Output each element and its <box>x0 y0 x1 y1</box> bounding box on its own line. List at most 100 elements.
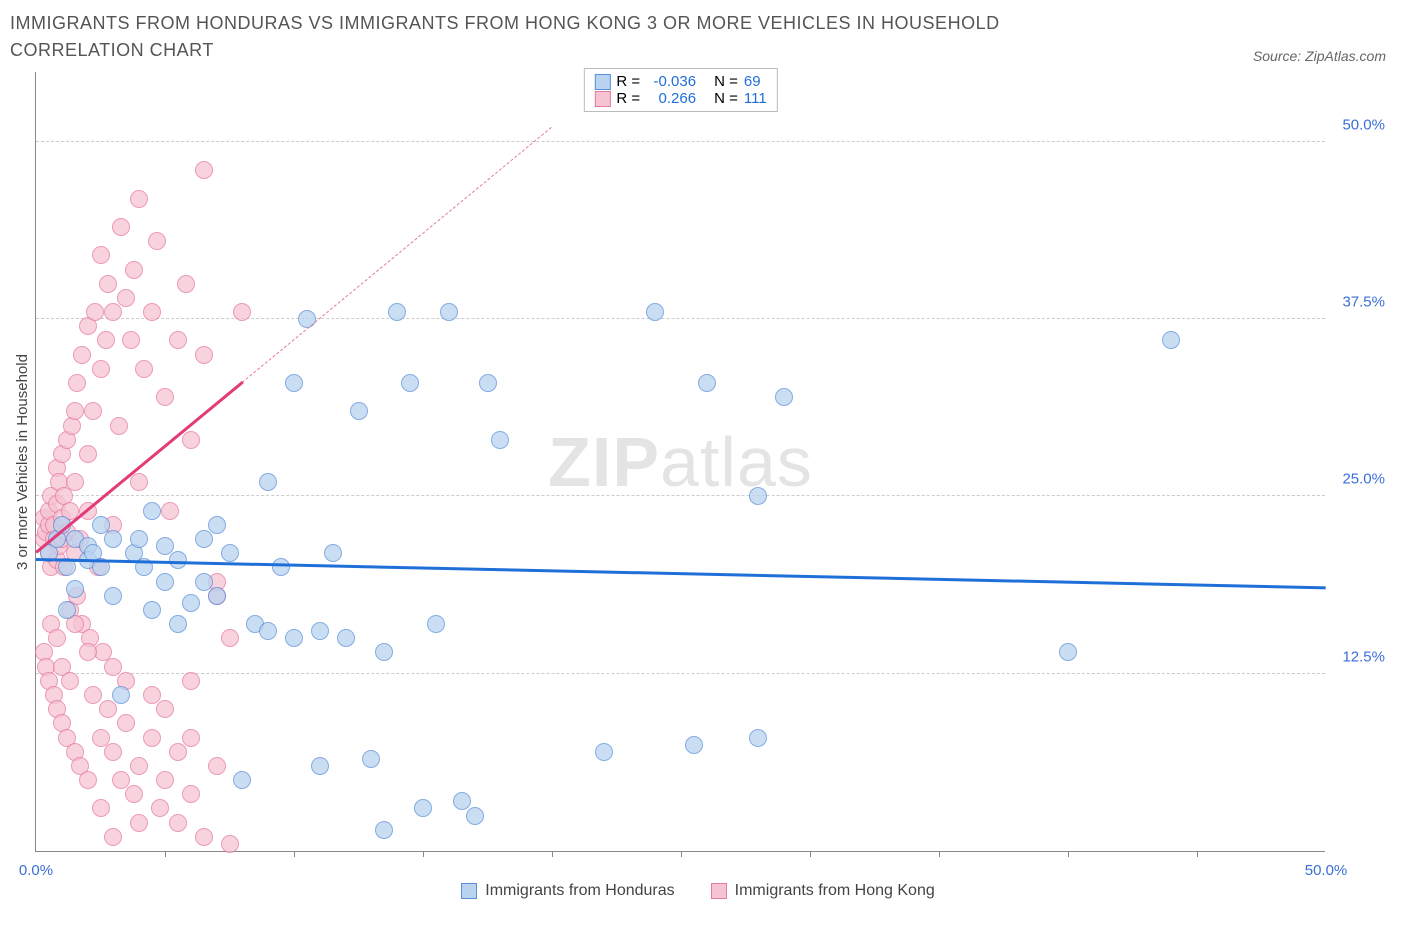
data-point <box>208 587 226 605</box>
data-point <box>104 530 122 548</box>
legend-n-value: 69 <box>744 73 761 90</box>
source-label: Source: ZipAtlas.com <box>1253 48 1386 64</box>
data-point <box>414 799 432 817</box>
y-tick-label: 37.5% <box>1342 294 1385 311</box>
data-point <box>79 771 97 789</box>
data-point <box>117 289 135 307</box>
data-point <box>698 374 716 392</box>
y-tick-label: 50.0% <box>1342 116 1385 133</box>
data-point <box>182 431 200 449</box>
data-point <box>169 814 187 832</box>
data-point <box>99 700 117 718</box>
data-point <box>233 771 251 789</box>
data-point <box>177 275 195 293</box>
data-point <box>595 743 613 761</box>
data-point <box>48 629 66 647</box>
data-point <box>182 729 200 747</box>
x-tick <box>939 851 940 857</box>
data-point <box>362 750 380 768</box>
data-point <box>440 303 458 321</box>
data-point <box>272 558 290 576</box>
x-tick <box>681 851 682 857</box>
chart-header: IMMIGRANTS FROM HONDURAS VS IMMIGRANTS F… <box>10 10 1386 64</box>
data-point <box>259 622 277 640</box>
data-point <box>350 402 368 420</box>
data-point <box>79 643 97 661</box>
legend-swatch <box>594 74 610 90</box>
x-tick <box>810 851 811 857</box>
data-point <box>104 828 122 846</box>
data-point <box>68 374 86 392</box>
legend-swatch <box>461 883 477 899</box>
data-point <box>151 799 169 817</box>
data-point <box>749 487 767 505</box>
data-point <box>61 672 79 690</box>
data-point <box>125 261 143 279</box>
data-point <box>125 785 143 803</box>
x-tick <box>1068 851 1069 857</box>
data-point <box>130 757 148 775</box>
data-point <box>195 530 213 548</box>
data-point <box>156 388 174 406</box>
data-point <box>182 785 200 803</box>
data-point <box>169 331 187 349</box>
data-point <box>143 601 161 619</box>
gridline <box>36 318 1325 319</box>
legend-item: Immigrants from Honduras <box>461 882 674 900</box>
data-point <box>99 275 117 293</box>
data-point <box>117 714 135 732</box>
data-point <box>311 622 329 640</box>
data-point <box>66 473 84 491</box>
data-point <box>298 310 316 328</box>
legend-n-label: N = <box>714 90 738 107</box>
data-point <box>285 629 303 647</box>
data-point <box>208 757 226 775</box>
legend-item: Immigrants from Hong Kong <box>711 882 935 900</box>
y-axis-label: 3 or more Vehicles in Household <box>10 72 35 852</box>
legend-r-value: -0.036 <box>646 73 696 90</box>
data-point <box>221 835 239 853</box>
data-point <box>259 473 277 491</box>
watermark: ZIPatlas <box>548 422 813 502</box>
data-point <box>685 736 703 754</box>
data-point <box>161 502 179 520</box>
data-point <box>156 573 174 591</box>
legend-series-name: Immigrants from Hong Kong <box>735 882 935 900</box>
data-point <box>775 388 793 406</box>
data-point <box>104 587 122 605</box>
data-point <box>466 807 484 825</box>
data-point <box>66 580 84 598</box>
legend-r-label: R = <box>616 73 640 90</box>
data-point <box>92 799 110 817</box>
x-tick <box>294 851 295 857</box>
data-point <box>135 360 153 378</box>
data-point <box>110 417 128 435</box>
x-min-label: 0.0% <box>19 862 53 879</box>
legend-swatch <box>711 883 727 899</box>
data-point <box>388 303 406 321</box>
data-point <box>143 502 161 520</box>
data-point <box>156 771 174 789</box>
data-point <box>491 431 509 449</box>
data-point <box>479 374 497 392</box>
data-point <box>73 346 91 364</box>
data-point <box>1059 643 1077 661</box>
gridline <box>36 673 1325 674</box>
data-point <box>66 402 84 420</box>
data-point <box>92 360 110 378</box>
legend-n-value: 111 <box>744 90 767 107</box>
legend-r-label: R = <box>616 90 640 107</box>
data-point <box>311 757 329 775</box>
y-tick-label: 12.5% <box>1342 648 1385 665</box>
x-tick <box>552 851 553 857</box>
chart-area: 3 or more Vehicles in Household ZIPatlas… <box>10 72 1386 852</box>
data-point <box>104 743 122 761</box>
trend-line-extrapolated <box>242 127 552 383</box>
gridline <box>36 141 1325 142</box>
x-tick <box>165 851 166 857</box>
data-point <box>195 346 213 364</box>
data-point <box>1162 331 1180 349</box>
data-point <box>427 615 445 633</box>
data-point <box>79 445 97 463</box>
data-point <box>182 594 200 612</box>
